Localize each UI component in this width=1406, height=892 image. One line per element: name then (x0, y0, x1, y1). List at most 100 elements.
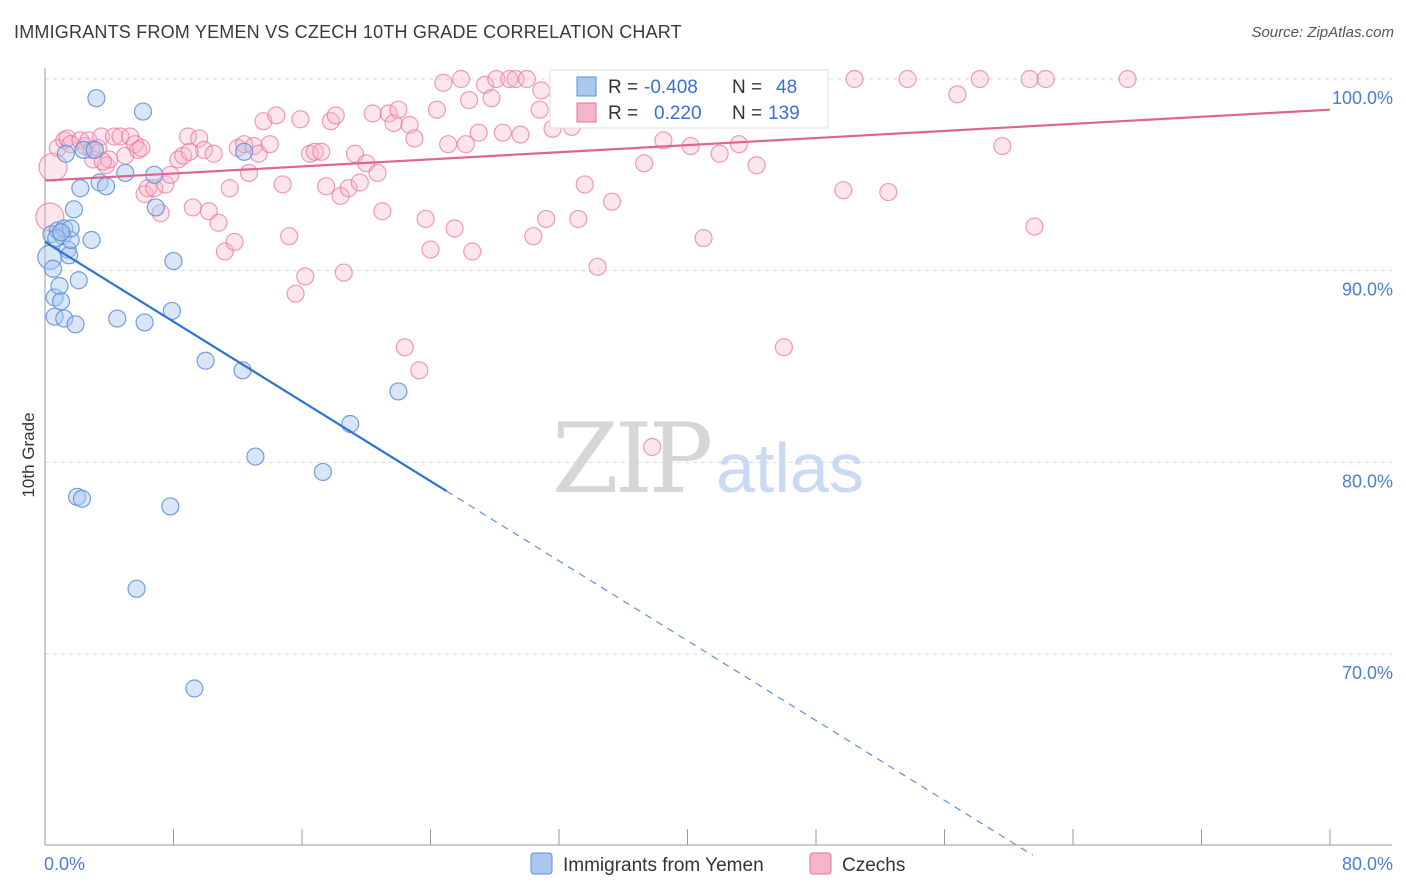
czechs-point (427, 100, 447, 119)
y-tick-label: 80.0% (1342, 471, 1393, 491)
yemen-point (196, 351, 215, 370)
yemen-point (135, 313, 154, 332)
watermark: ZIP atlas (552, 403, 864, 515)
legend-n-value-yemen: 48 (776, 77, 797, 98)
series-legend: Immigrants from Yemen Czechs (530, 852, 905, 876)
y-tick-label: 90.0% (1342, 280, 1393, 300)
yemen-point (85, 140, 104, 160)
yemen-point (50, 276, 69, 296)
yemen-point (116, 163, 135, 183)
czechs-point (524, 227, 543, 246)
legend-swatch-yemen (576, 76, 597, 97)
czechs-point (532, 81, 551, 100)
czechs-point (1118, 69, 1137, 89)
czechs-point (439, 135, 458, 154)
yemen-point (185, 679, 204, 698)
czechs-point (316, 177, 336, 196)
czechs-point (517, 69, 536, 89)
bottom-legend-label-yemen: Immigrants from Yemen (563, 855, 764, 876)
czechs-point (993, 136, 1012, 156)
yemen-point (51, 223, 71, 242)
czechs-point (879, 182, 898, 202)
czechs-point (132, 138, 151, 158)
czechs-point (280, 227, 299, 246)
yemen-point (61, 219, 80, 238)
legend-n-label-czechs: N = (732, 103, 762, 124)
legend-n-value-czechs: 139 (768, 103, 800, 124)
czechs-points (35, 69, 1137, 457)
yemen-point (96, 177, 116, 196)
czechs-point (225, 232, 244, 252)
czechs-point (296, 267, 315, 286)
source-label: Source: ZipAtlas.com (1251, 24, 1394, 41)
czechs-point (451, 69, 471, 89)
czechs-point (410, 361, 429, 380)
yemen-point (246, 447, 265, 466)
czechs-point (135, 184, 154, 204)
czechs-point (368, 163, 387, 183)
czechs-point (260, 135, 279, 154)
czechs-point (421, 240, 440, 259)
czechs-point (220, 179, 239, 198)
czechs-point (405, 129, 424, 148)
x-tick-label-max: 80.0% (1342, 854, 1393, 874)
yemen-points (37, 89, 408, 698)
czechs-point (209, 213, 228, 232)
czechs-point (1025, 217, 1044, 236)
czechs-point (286, 284, 305, 303)
yemen-point (161, 497, 180, 516)
yemen-point (71, 179, 90, 198)
yemen-point (55, 309, 74, 328)
czechs-point (104, 127, 124, 146)
czechs-point (379, 104, 398, 123)
czechs-point (312, 142, 331, 161)
axes (44, 68, 1392, 846)
czechs-point (389, 100, 408, 119)
czechs-point (530, 100, 549, 119)
czechs-point (694, 228, 713, 248)
yemen-point (235, 142, 254, 161)
watermark-zip: ZIP (552, 403, 711, 515)
yemen-point (43, 259, 63, 278)
y-tick-labels: 100.0% 90.0% 80.0% 70.0% (1332, 88, 1393, 683)
czechs-point (948, 85, 967, 104)
czechs-point (482, 89, 501, 108)
czechs-point (459, 90, 479, 110)
czechs-point (1036, 69, 1055, 89)
czechs-point (305, 142, 324, 161)
legend-r-value-czechs: 0.220 (654, 103, 702, 124)
legend-swatch-czechs (576, 102, 597, 123)
czechs-point (129, 140, 148, 160)
czechs-point (845, 69, 864, 89)
yemen-point (66, 315, 85, 334)
legend-r-value-yemen: -0.408 (644, 77, 698, 98)
yemen-point (146, 198, 165, 217)
chart-title: IMMIGRANTS FROM YEMEN VS CZECH 10TH GRAD… (14, 22, 682, 42)
czechs-point (373, 202, 392, 221)
czechs-point (569, 209, 588, 229)
bottom-legend-swatch-yemen (530, 852, 553, 875)
czechs-point (445, 219, 464, 238)
czechs-point (339, 179, 358, 198)
yemen-point (87, 89, 106, 108)
czechs-point (635, 154, 654, 173)
czechs-point (575, 175, 594, 194)
yemen-point (56, 144, 75, 163)
yemen-point (389, 382, 408, 401)
czechs-point (326, 106, 345, 125)
czechs-point (511, 125, 530, 144)
czechs-point (710, 144, 729, 163)
czechs-point (291, 110, 310, 129)
watermark-atlas: atlas (716, 429, 864, 507)
yemen-point (133, 102, 153, 121)
bottom-legend-swatch-czechs (809, 852, 832, 875)
czechs-point (151, 204, 170, 223)
czechs-point (1020, 69, 1039, 89)
czechs-point (434, 73, 453, 92)
czechs-point (500, 69, 519, 89)
y-tick-label: 70.0% (1342, 663, 1393, 683)
yemen-point (341, 414, 360, 434)
czechs-point (643, 437, 662, 457)
czechs-point (729, 135, 749, 154)
y-axis-title: 10th Grade (19, 412, 38, 497)
